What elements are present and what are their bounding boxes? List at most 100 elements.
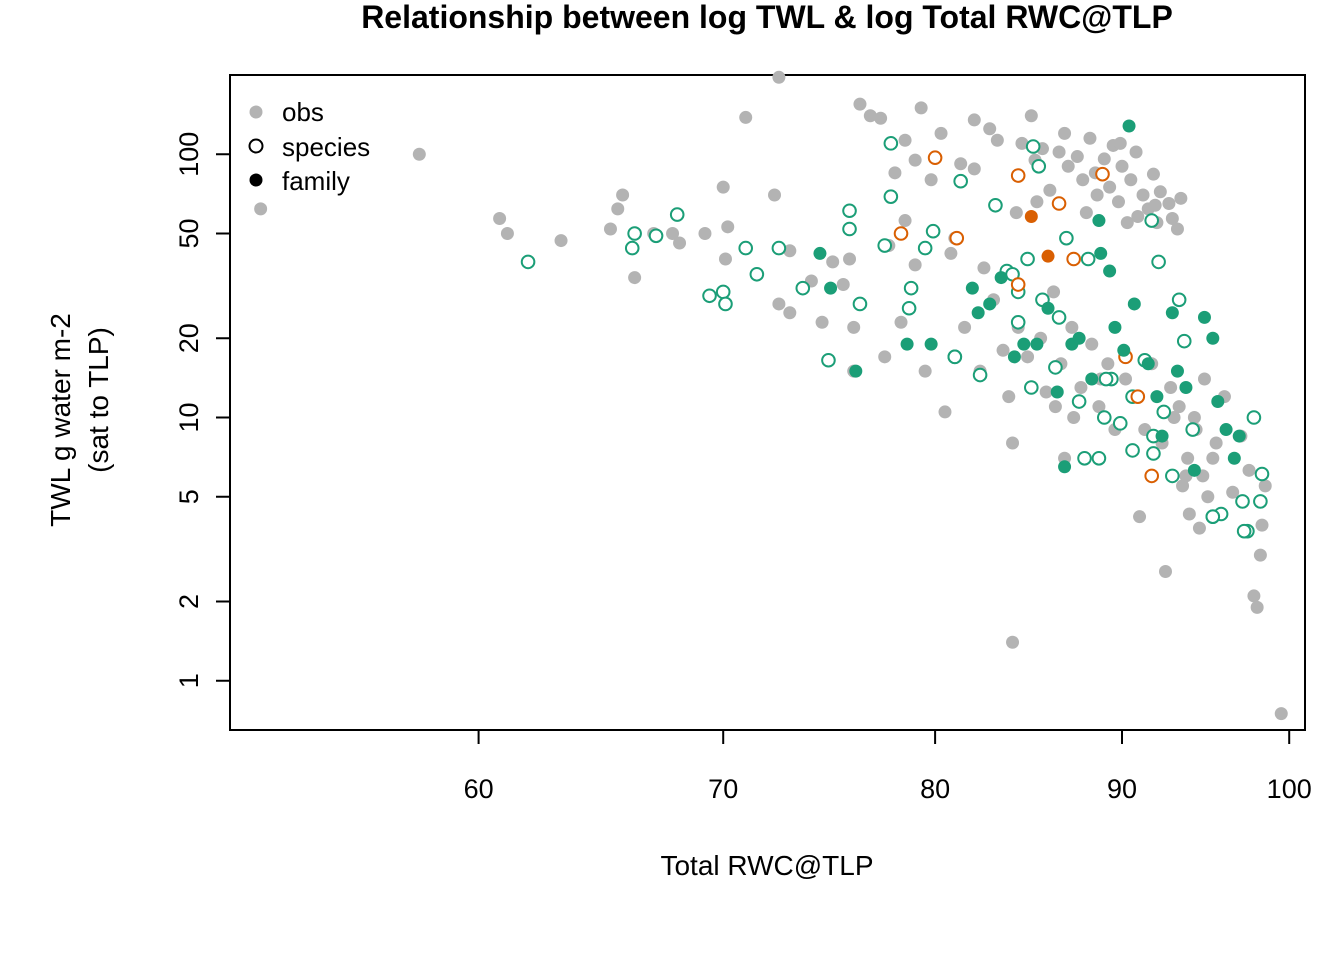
point-obs-0-138 xyxy=(1090,188,1104,202)
point-obs-0-49 xyxy=(967,113,981,127)
point-obs-0-55 xyxy=(1006,635,1020,649)
point-obs-0-56 xyxy=(1006,436,1020,450)
point-species-2-13 xyxy=(1236,523,1252,539)
point-obs-0-131 xyxy=(1172,400,1186,414)
legend-marker-obs xyxy=(249,105,263,119)
point-obs-0-85 xyxy=(1136,188,1150,202)
point-obs-0-120 xyxy=(1074,381,1088,395)
point-family-4-2 xyxy=(849,364,863,378)
point-family-4-11 xyxy=(1030,337,1044,351)
point-obs-0-36 xyxy=(898,214,912,228)
point-obs-0-68 xyxy=(1061,159,1075,173)
point-species-1-14 xyxy=(883,136,899,151)
point-obs-0-103 xyxy=(1226,485,1240,499)
point-species-2-8 xyxy=(1077,450,1092,466)
point-species-1-43 xyxy=(1171,292,1187,308)
point-species-1-15 xyxy=(883,189,899,204)
point-obs-0-52 xyxy=(983,122,997,136)
point-obs-0-13 xyxy=(716,180,730,194)
point-obs-0-47 xyxy=(954,157,968,171)
point-obs-0-100 xyxy=(1201,490,1215,504)
point-family-4-25 xyxy=(1141,357,1155,371)
point-species-1-48 xyxy=(1235,494,1250,509)
point-species-1-40 xyxy=(1146,446,1161,461)
point-species-3-4 xyxy=(1010,277,1026,292)
point-obs-0-132 xyxy=(1181,451,1195,465)
y-tick-label-10: 10 xyxy=(174,402,204,432)
point-species-2-0 xyxy=(795,280,811,296)
point-obs-0-65 xyxy=(1048,400,1062,414)
point-species-2-9 xyxy=(1098,371,1114,387)
point-obs-0-57 xyxy=(1009,206,1023,220)
point-species-3-1 xyxy=(927,150,943,166)
point-obs-0-12 xyxy=(698,226,712,240)
point-obs-0-59 xyxy=(1015,136,1029,150)
point-obs-0-35 xyxy=(894,315,908,329)
point-family-4-21 xyxy=(1108,320,1122,334)
point-species-1-32 xyxy=(1071,394,1087,409)
point-obs-0-109 xyxy=(1255,518,1269,532)
point-species-1-8 xyxy=(738,240,754,256)
point-obs-0-135 xyxy=(1206,451,1220,465)
point-species-1-7 xyxy=(718,296,733,312)
point-species-1-0 xyxy=(520,254,536,270)
point-obs-0-42 xyxy=(924,173,938,187)
point-family-4-26 xyxy=(1150,390,1164,404)
point-obs-0-43 xyxy=(934,126,948,140)
point-species-1-29 xyxy=(1048,360,1063,375)
point-family-4-6 xyxy=(971,306,985,320)
point-species-1-13 xyxy=(852,296,868,312)
point-species-1-52 xyxy=(1254,466,1270,482)
point-species-3-3 xyxy=(1010,168,1026,183)
point-species-1-27 xyxy=(1025,139,1041,154)
point-species-1-38 xyxy=(1125,443,1140,458)
point-obs-0-30 xyxy=(863,109,877,123)
point-obs-0-19 xyxy=(772,297,786,311)
point-obs-0-101 xyxy=(1209,436,1223,450)
point-obs-0-37 xyxy=(898,133,912,147)
point-species-1-26 xyxy=(1024,380,1039,395)
point-obs-0-53 xyxy=(990,133,1004,147)
point-species-1-5 xyxy=(702,288,717,304)
point-family-4-0 xyxy=(813,246,827,260)
point-obs-0-21 xyxy=(783,306,797,320)
point-obs-0-4 xyxy=(554,234,568,248)
point-species-1-11 xyxy=(821,352,836,368)
point-obs-0-50 xyxy=(967,162,981,176)
point-family-4-13 xyxy=(1050,385,1064,399)
point-obs-0-121 xyxy=(1085,337,1099,351)
point-obs-0-83 xyxy=(1129,145,1143,159)
point-obs-0-29 xyxy=(853,97,867,111)
point-obs-0-115 xyxy=(1021,350,1035,364)
point-family-4-3 xyxy=(900,337,914,351)
point-family-4-10 xyxy=(1017,337,1031,351)
point-family-4-30 xyxy=(1179,381,1193,395)
point-species-1-20 xyxy=(953,173,968,189)
point-obs-0-76 xyxy=(1097,152,1111,166)
x-tick-label-60: 60 xyxy=(464,774,494,804)
point-family-4-22 xyxy=(1117,343,1131,357)
point-obs-0-110 xyxy=(1258,479,1272,493)
point-family-4-16 xyxy=(1072,331,1086,345)
point-obs-0-90 xyxy=(1158,565,1172,579)
point-obs-0-140 xyxy=(1131,210,1145,224)
point-obs-0-27 xyxy=(847,320,861,334)
y-tick-label-2: 2 xyxy=(174,594,204,609)
point-obs-0-114 xyxy=(1002,390,1016,404)
point-obs-0-10 xyxy=(666,226,680,240)
point-family-5-1 xyxy=(1041,249,1055,263)
point-obs-0-106 xyxy=(1247,589,1261,603)
point-species-1-4 xyxy=(669,207,685,222)
point-obs-0-0 xyxy=(254,202,268,216)
point-obs-0-105 xyxy=(1242,463,1256,477)
point-obs-0-91 xyxy=(1162,196,1176,210)
point-obs-0-25 xyxy=(836,278,850,292)
point-obs-0-84 xyxy=(1133,510,1147,524)
point-species-3-9 xyxy=(1130,389,1146,404)
point-species-1-50 xyxy=(1246,410,1262,425)
point-species-2-5 xyxy=(1010,314,1026,330)
point-species-1-18 xyxy=(925,223,941,239)
point-species-3-5 xyxy=(1051,196,1067,211)
point-obs-0-79 xyxy=(1111,195,1125,209)
point-obs-0-71 xyxy=(1076,173,1090,187)
